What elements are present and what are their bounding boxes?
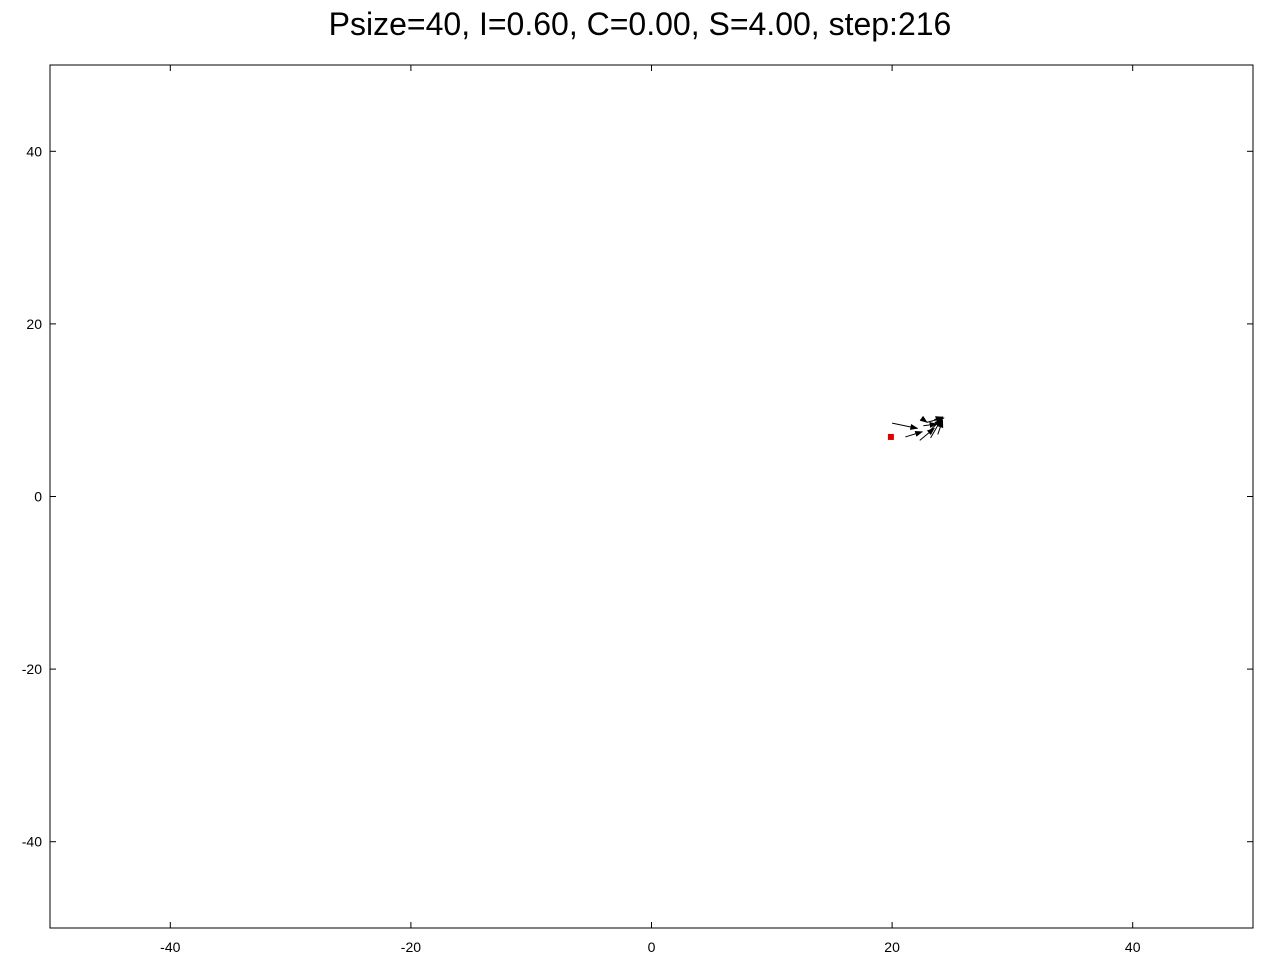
target-marker-group	[887, 433, 894, 440]
plot-frame	[49, 64, 1254, 929]
vector-arrow	[905, 430, 924, 438]
vector-arrows	[891, 415, 945, 441]
target-marker	[887, 433, 894, 440]
vector-arrow	[937, 419, 944, 435]
axis-tick-labels: -40 -20 0 20 40 40 20 0 -20 -40	[22, 143, 1141, 955]
vector-arrow	[934, 416, 944, 423]
y-tick-label: 40	[26, 143, 42, 159]
x-tick-label: 0	[648, 939, 656, 955]
y-tick-label: 20	[26, 316, 42, 332]
x-tick-label: 20	[884, 939, 900, 955]
x-tick-label: -20	[401, 939, 421, 955]
y-tick-label: -40	[22, 834, 42, 850]
axis-ticks	[50, 65, 1253, 928]
chart-title: Psize=40, I=0.60, C=0.00, S=4.00, step:2…	[328, 6, 952, 42]
x-tick-label: -40	[160, 939, 180, 955]
y-tick-label: 0	[34, 489, 42, 505]
vector-arrow	[891, 422, 919, 430]
x-tick-label: 40	[1125, 939, 1141, 955]
vector-arrow	[919, 427, 935, 441]
vector-arrow	[919, 415, 928, 423]
y-tick-label: -20	[22, 661, 42, 677]
